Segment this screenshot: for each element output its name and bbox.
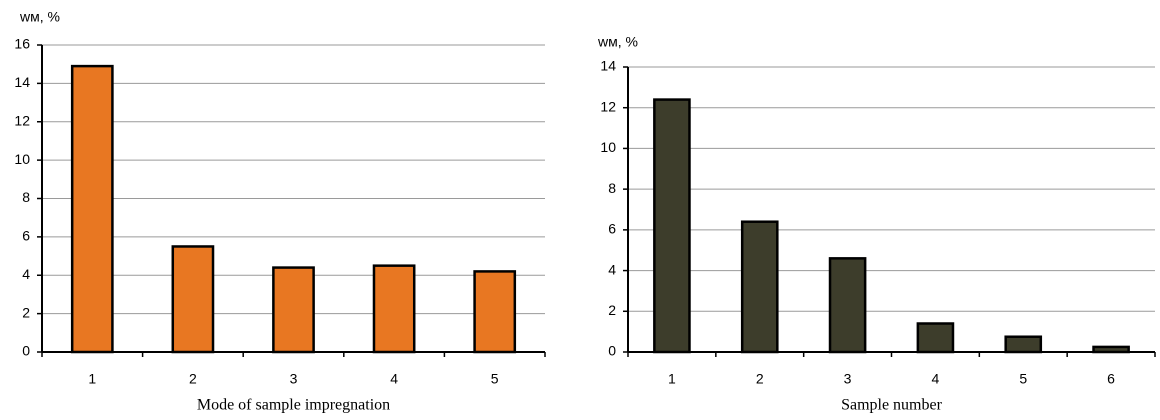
y-axis-label: wм, % <box>19 9 60 25</box>
bar <box>828 257 867 354</box>
x-tick-label: 3 <box>290 371 298 387</box>
bar <box>1004 335 1043 354</box>
x-axis-label: Mode of sample impregnation <box>197 397 390 414</box>
bar <box>70 64 114 354</box>
y-tick-label: 12 <box>600 98 616 114</box>
x-tick-label: 5 <box>1019 371 1027 387</box>
y-tick-label: 14 <box>14 74 30 90</box>
x-tick-label: 1 <box>88 371 96 387</box>
y-tick-label: 6 <box>22 228 30 244</box>
y-axis-label: wм, % <box>597 34 638 50</box>
y-tick-label: 2 <box>608 302 616 318</box>
y-tick-label: 10 <box>14 151 30 167</box>
y-tick-label: 2 <box>22 304 30 320</box>
x-axis-label: Sample number <box>841 397 943 414</box>
x-tick-label: 2 <box>189 371 197 387</box>
y-tick-label: 10 <box>600 139 616 155</box>
bar <box>473 270 517 354</box>
bar <box>372 264 416 354</box>
y-tick-label: 8 <box>608 180 616 196</box>
x-tick-label: 6 <box>1107 371 1115 387</box>
bar <box>171 245 215 354</box>
y-tick-label: 0 <box>22 343 30 359</box>
bar <box>740 220 779 354</box>
bar <box>916 322 955 354</box>
bar <box>653 98 691 354</box>
y-tick-label: 16 <box>14 36 30 52</box>
y-tick-label: 12 <box>14 112 30 128</box>
bar <box>272 266 315 354</box>
x-tick-label: 5 <box>491 371 499 387</box>
x-tick-label: 3 <box>844 371 852 387</box>
y-tick-label: 14 <box>600 58 616 74</box>
y-tick-label: 8 <box>22 189 30 205</box>
x-tick-label: 2 <box>756 371 764 387</box>
x-tick-label: 4 <box>932 371 940 387</box>
x-tick-label: 1 <box>668 371 676 387</box>
y-tick-label: 4 <box>608 261 616 277</box>
y-tick-label: 0 <box>608 343 616 359</box>
y-tick-label: 6 <box>608 221 616 237</box>
y-tick-label: 4 <box>22 266 30 282</box>
x-tick-label: 4 <box>390 371 398 387</box>
